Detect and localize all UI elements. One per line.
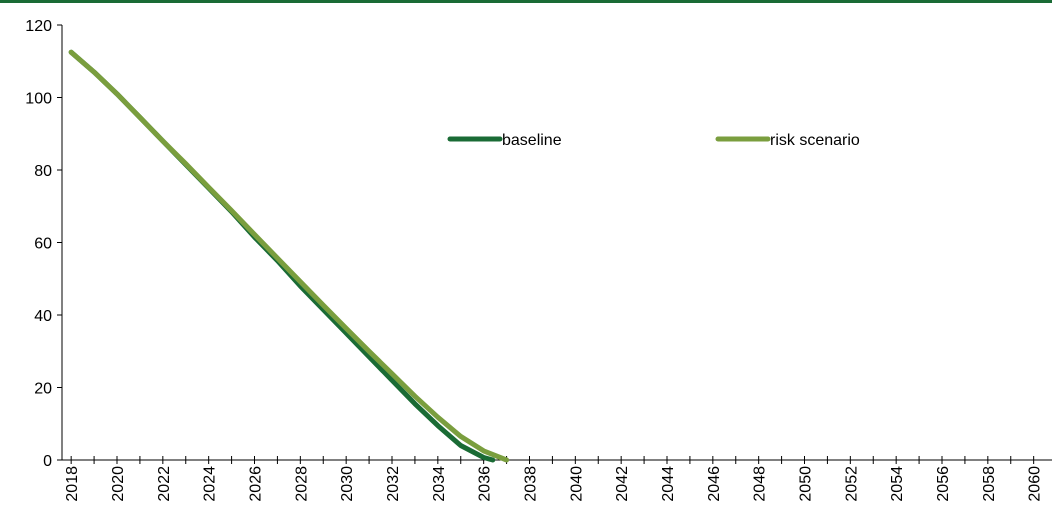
x-tick-label: 2052: [843, 466, 860, 502]
x-tick-label: 2038: [523, 466, 540, 502]
y-axis-ticks: 0 20 40 60 80 100 120: [25, 18, 62, 470]
legend-label: baseline: [502, 132, 562, 149]
x-tick-label: 2026: [248, 466, 265, 502]
x-tick-label: 2020: [110, 466, 127, 502]
x-tick-label: 2018: [64, 466, 81, 502]
plot-area: [68, 49, 510, 463]
y-tick-label: 0: [43, 453, 52, 470]
y-tick-label: 80: [34, 163, 52, 180]
x-tick-label: 2046: [706, 466, 723, 502]
chart-axes: [61, 25, 1052, 461]
y-tick-label: 60: [34, 236, 52, 253]
x-tick-label: 2034: [431, 466, 448, 502]
x-tick-label: 2060: [1027, 466, 1044, 502]
series-line-risk-scenario: [68, 49, 510, 463]
y-tick-label: 20: [34, 381, 52, 398]
x-tick-label: 2048: [752, 466, 769, 502]
x-tick-label: 2058: [981, 466, 998, 502]
y-tick-label: 120: [25, 18, 52, 35]
y-tick-label: 100: [25, 91, 52, 108]
legend-label: risk scenario: [770, 132, 860, 149]
x-tick-label: 2040: [568, 466, 585, 502]
top-accent-bar: [0, 0, 1052, 3]
x-tick-label: 2028: [293, 466, 310, 502]
x-tick-label: 2044: [660, 466, 677, 502]
x-tick-label: 2056: [935, 466, 952, 502]
x-tick-label: 2024: [202, 466, 219, 502]
x-tick-label: 2036: [477, 466, 494, 502]
x-tick-label: 2042: [614, 466, 631, 502]
legend: baseline risk scenario: [447, 132, 860, 149]
x-tick-label: 2050: [798, 466, 815, 502]
x-tick-label: 2030: [339, 466, 356, 502]
y-tick-label: 40: [34, 308, 52, 325]
x-tick-label: 2054: [889, 466, 906, 502]
x-tick-label: 2032: [385, 466, 402, 502]
x-tick-label: 2022: [156, 466, 173, 502]
x-axis-ticks: 2018 2020 2022 2024 2026 2028 2030 2032 2034 2036…: [64, 456, 1044, 502]
